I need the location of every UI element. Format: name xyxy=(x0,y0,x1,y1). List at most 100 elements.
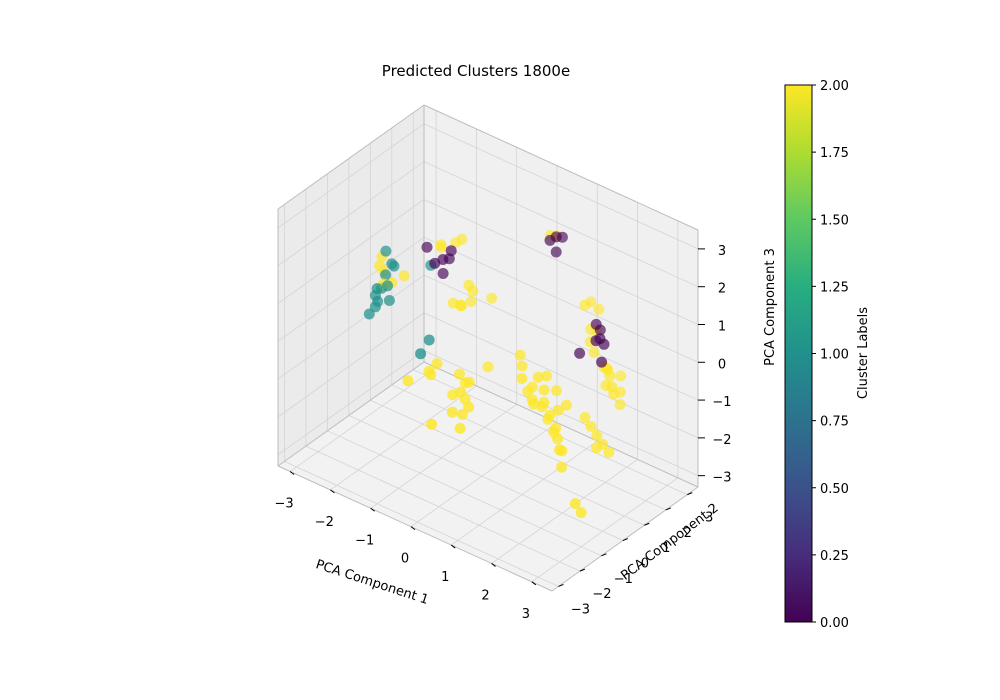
gridline-z xyxy=(423,274,699,401)
scatter-point xyxy=(554,444,565,456)
colorbar-gradient xyxy=(784,84,813,623)
x-tick-label: −3 xyxy=(275,497,294,512)
y-tick-label: −3 xyxy=(571,602,590,617)
scatter-point xyxy=(528,398,540,410)
y-tick-label: 3 xyxy=(705,511,713,526)
scatter-point xyxy=(614,399,626,411)
scatter-point xyxy=(450,237,462,249)
scatter-point xyxy=(596,356,608,368)
scatter-point xyxy=(538,384,550,396)
scatter-point xyxy=(551,385,562,397)
z-tick-label: 3 xyxy=(718,244,726,259)
y-tick-mark xyxy=(687,492,693,496)
scatter-point xyxy=(454,422,466,434)
colorbar-label: Cluster Labels xyxy=(856,307,871,399)
gridline-z xyxy=(277,161,425,267)
gridline-z xyxy=(277,312,425,418)
colorbar-tick-label: 1.25 xyxy=(820,280,849,295)
scatter-point xyxy=(516,373,528,384)
x-tick-mark xyxy=(491,563,496,567)
pane-edge xyxy=(277,361,425,467)
axes-grid xyxy=(277,110,699,587)
scatter-point xyxy=(425,369,437,381)
pane-edge xyxy=(277,465,553,592)
scatter-point xyxy=(457,408,468,420)
scatter-point xyxy=(615,370,627,382)
x-tick-label: −1 xyxy=(355,533,374,548)
gridline-z xyxy=(277,123,425,229)
gridline-z xyxy=(423,199,699,325)
colorbar-tick-label: 1.00 xyxy=(820,348,849,363)
z-tick-label: 0 xyxy=(718,357,726,372)
scatter-point xyxy=(486,292,498,304)
scatter-point xyxy=(423,334,435,346)
floor-pane xyxy=(278,362,698,591)
axes-panes xyxy=(278,105,698,591)
scatter-point xyxy=(463,401,475,413)
scatter-point xyxy=(446,406,458,418)
y-tick-label: −1 xyxy=(614,572,633,587)
scatter-point xyxy=(482,361,494,373)
z-tick-label: 1 xyxy=(718,319,726,334)
gridline-x xyxy=(451,440,598,546)
gridline-z xyxy=(277,236,425,342)
scatter-point xyxy=(380,269,392,281)
x-tick-mark xyxy=(370,507,375,512)
z-tick-label: −3 xyxy=(712,471,731,486)
scatter-point xyxy=(380,245,392,257)
scatter-point xyxy=(398,270,410,282)
x-tick-label: 3 xyxy=(522,607,530,622)
gridline-y xyxy=(305,445,581,572)
scatter-point xyxy=(369,301,381,313)
y-tick-mark xyxy=(558,583,564,587)
x-tick-mark xyxy=(330,489,335,494)
pane-edge xyxy=(423,104,699,231)
gridline-z xyxy=(277,350,425,455)
z-axis-label: PCA Component 3 xyxy=(763,248,778,366)
gridline-y xyxy=(348,415,624,541)
scatter-points xyxy=(363,230,627,519)
scatter-point xyxy=(454,368,465,380)
scatter-point xyxy=(556,461,568,473)
scatter-point xyxy=(463,376,475,388)
colorbar-tick-label: 0.50 xyxy=(820,482,849,497)
gridline-y xyxy=(391,384,666,511)
scatter-point xyxy=(421,241,433,253)
scatter-point xyxy=(598,338,610,350)
gridline-x xyxy=(491,459,638,564)
colorbar-tick-label: 1.50 xyxy=(820,213,849,228)
scatter-point xyxy=(585,420,597,432)
scatter-point xyxy=(602,364,614,376)
scatter-point xyxy=(455,386,467,398)
scatter-point xyxy=(574,347,586,359)
colorbar-tick-label: 0.25 xyxy=(820,549,849,564)
x-tick-mark xyxy=(289,471,295,475)
x-tick-label: 1 xyxy=(441,570,449,585)
scatter-point xyxy=(522,385,534,397)
scatter-point xyxy=(455,299,467,311)
scatter-point xyxy=(426,418,438,430)
gridline-x xyxy=(370,403,517,509)
pane-edge xyxy=(551,486,699,592)
scatter-point xyxy=(435,239,447,251)
scatter-point xyxy=(465,296,477,307)
scatter-point xyxy=(594,324,606,336)
scatter-point xyxy=(579,299,591,311)
gridline-x xyxy=(330,385,477,491)
y-tick-label: 2 xyxy=(684,526,692,541)
gridline-x xyxy=(531,477,679,583)
scatter-point xyxy=(591,442,602,454)
scatter-point xyxy=(386,258,398,270)
scatter-point xyxy=(415,348,427,360)
scatter-point xyxy=(593,303,605,315)
scatter-point xyxy=(544,409,556,421)
gridline-y xyxy=(327,430,602,557)
x-tick-mark xyxy=(450,544,456,549)
gridline-z xyxy=(423,236,699,363)
left-pane xyxy=(278,105,424,466)
z-tick-label: 2 xyxy=(718,282,726,297)
z-tick-label: −1 xyxy=(712,395,731,410)
colorbar: 0.00 0.25 0.50 0.75 1.00 1.25 1.50 1.75 2.00 Clu… xyxy=(784,79,871,631)
scatter-point xyxy=(538,396,550,408)
scatter-point xyxy=(588,346,600,358)
